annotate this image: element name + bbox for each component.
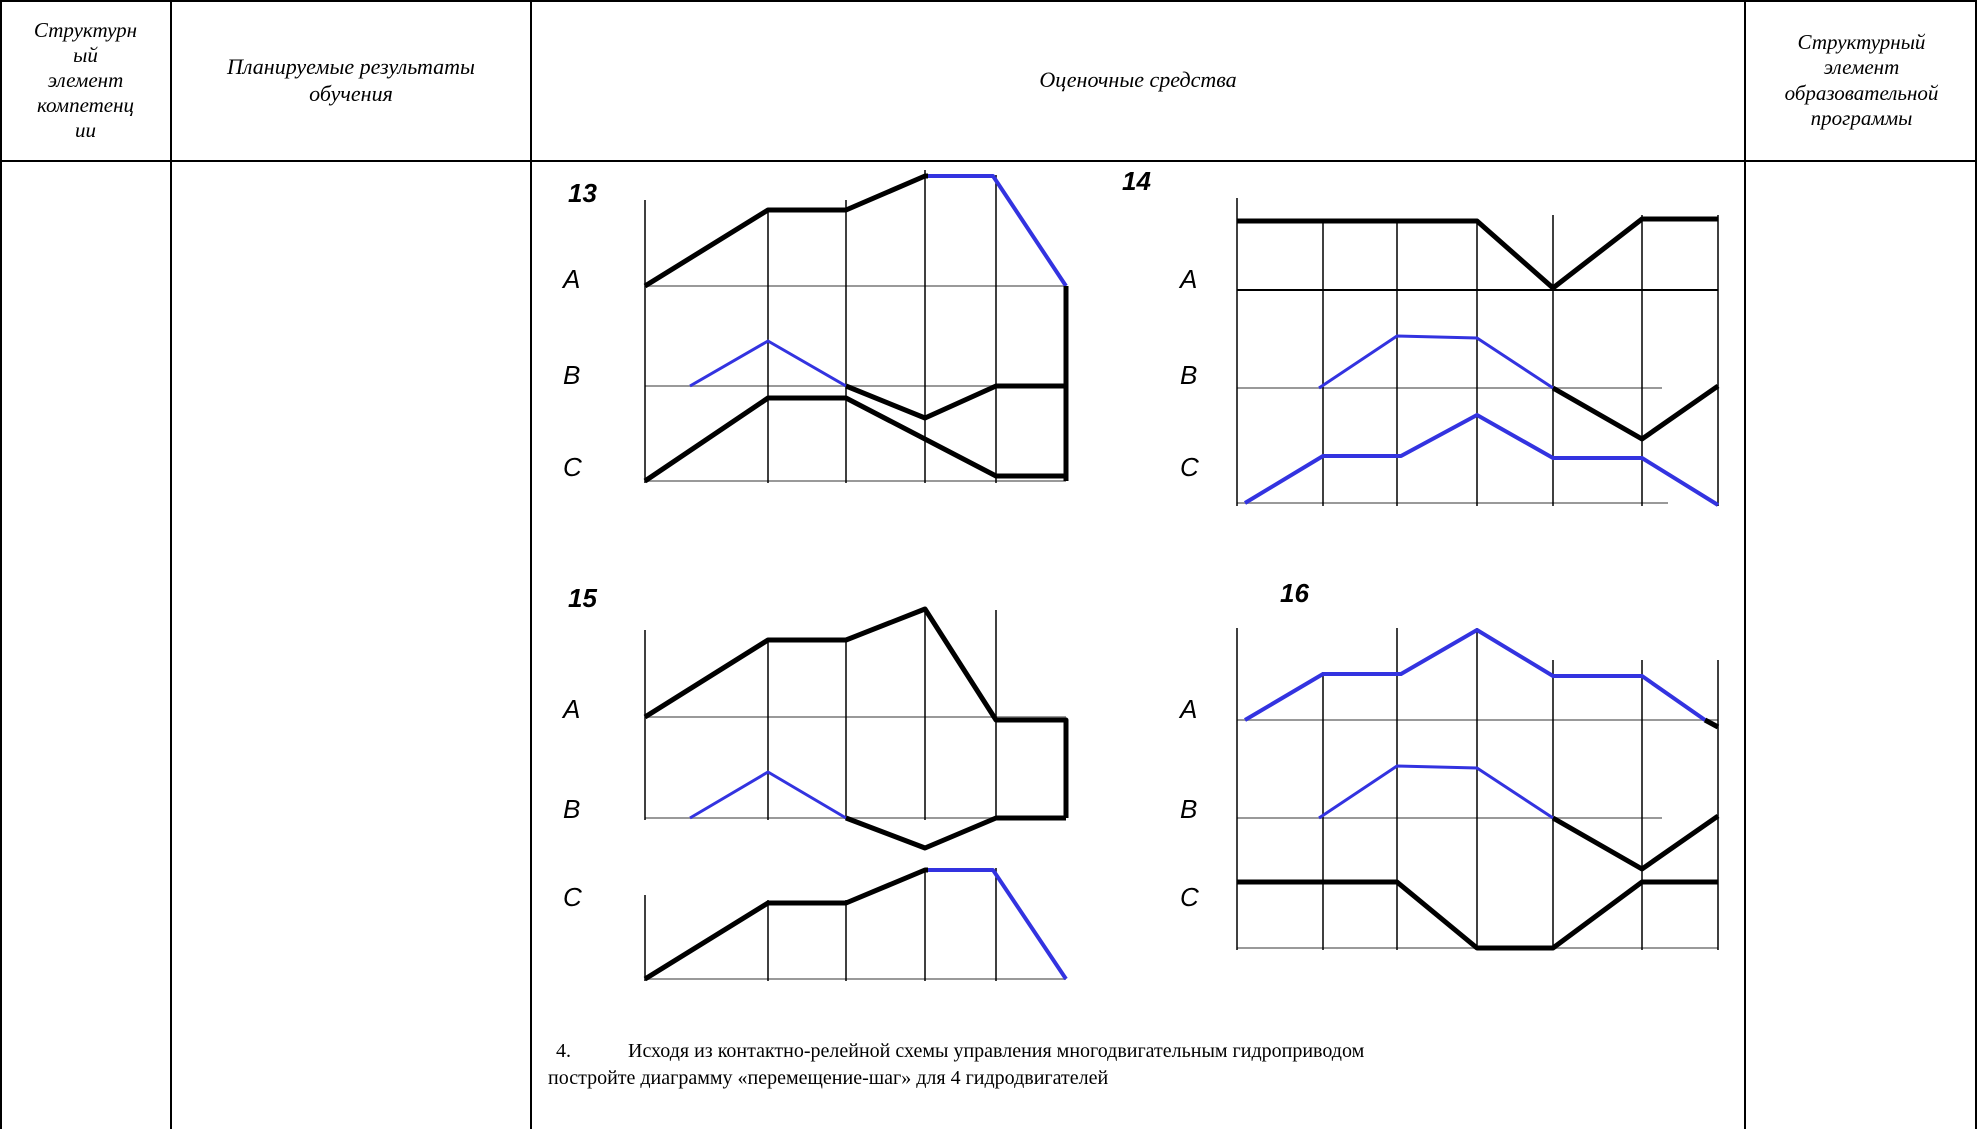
baselines — [1237, 387, 1668, 504]
motor-b-line — [1551, 813, 1720, 872]
header-line: Структурн — [33, 17, 138, 42]
table-col-divider-2 — [530, 0, 532, 1129]
header-line: Оценочные средства — [1039, 67, 1237, 93]
header-line: обучения — [309, 80, 393, 106]
question-line-1: 4. Исходя из контактно-релейной схемы упр… — [548, 1038, 1728, 1065]
row-label-c: C — [1180, 882, 1199, 912]
diagram-number: 15 — [568, 583, 597, 613]
motor-c-line-blue — [928, 868, 1068, 981]
diagram-16: 16 A B C — [1178, 578, 1720, 951]
table-col-divider-1 — [170, 0, 172, 1129]
table-border-top — [0, 0, 1977, 2]
row-label-c: C — [563, 452, 582, 482]
header-competence-element: Структурн ый элемент компетенц ии — [0, 0, 171, 161]
motor-b-line-blue — [689, 339, 847, 388]
motor-c-line-blue — [1243, 413, 1720, 507]
row-label-a: A — [1178, 694, 1197, 724]
row-label-c: C — [1180, 452, 1199, 482]
question-text-2: постройте диаграмму «перемещение-шаг» дл… — [548, 1067, 1109, 1089]
motor-c-line — [643, 867, 928, 982]
table-border-left — [0, 0, 2, 1129]
motor-a-line-blue — [928, 174, 1068, 288]
header-line: компетенц — [36, 93, 135, 118]
step-gridlines — [644, 170, 997, 483]
header-line: элемент — [47, 67, 124, 92]
row-label-a: A — [561, 264, 580, 294]
row-label-b: B — [563, 794, 580, 824]
header-line: Планируемые результаты — [227, 54, 475, 80]
question-text-1: Исходя из контактно-релейной схемы управ… — [628, 1040, 1365, 1062]
motor-b-line — [1551, 383, 1720, 442]
header-planned-results: Планируемые результаты обучения — [172, 0, 530, 161]
motor-a-line — [1237, 216, 1718, 291]
table-col-divider-3 — [1744, 0, 1746, 1129]
question-number: 4. — [556, 1040, 571, 1062]
motor-c-line — [643, 395, 1066, 484]
row-label-a: A — [561, 694, 580, 724]
motor-c-line — [1237, 879, 1718, 951]
header-line: программы — [1810, 105, 1913, 130]
header-line: образовательной — [1784, 80, 1939, 105]
diagram-13: 13 A B C — [561, 170, 1069, 484]
diagram-15: 15 A B C — [561, 583, 1069, 982]
step-gridlines — [1236, 628, 1719, 950]
motor-a-line — [643, 173, 928, 289]
row-label-b: B — [1180, 794, 1197, 824]
diagram-number: 14 — [1122, 166, 1151, 196]
header-program-element: Структурный элемент образовательной прог… — [1746, 0, 1977, 161]
motor-b-line-blue — [1318, 764, 1554, 820]
row-label-a: A — [1178, 264, 1197, 294]
cyclogram-figure: 13 A B C 14 A B C — [561, 166, 1720, 982]
diagram-number: 13 — [568, 178, 597, 208]
header-line: ии — [74, 118, 96, 143]
motor-b-line-blue — [1318, 334, 1554, 390]
motor-b-line — [845, 815, 1066, 851]
step-gridlines — [644, 610, 997, 981]
motor-a-line-blue — [1243, 628, 1707, 722]
header-line: ый — [73, 42, 98, 67]
motor-b-line — [845, 383, 1069, 481]
header-line: элемент — [1823, 55, 1900, 80]
table-header-separator — [0, 160, 1977, 162]
question-block: 4. Исходя из контактно-релейной схемы упр… — [548, 1038, 1728, 1092]
diagram-14: 14 A B C — [1122, 166, 1720, 507]
header-assessment-tools: Оценочные средства — [532, 0, 1744, 161]
motor-a-line — [643, 606, 1069, 818]
question-line-2: постройте диаграмму «перемещение-шаг» дл… — [548, 1065, 1728, 1092]
table-border-right — [1975, 0, 1977, 1129]
diagram-number: 16 — [1280, 578, 1309, 608]
motor-a-end — [1703, 717, 1720, 730]
row-label-b: B — [563, 360, 580, 390]
motor-b-line-blue — [689, 770, 847, 820]
row-label-b: B — [1180, 360, 1197, 390]
header-line: Структурный — [1797, 30, 1926, 55]
row-label-c: C — [563, 882, 582, 912]
